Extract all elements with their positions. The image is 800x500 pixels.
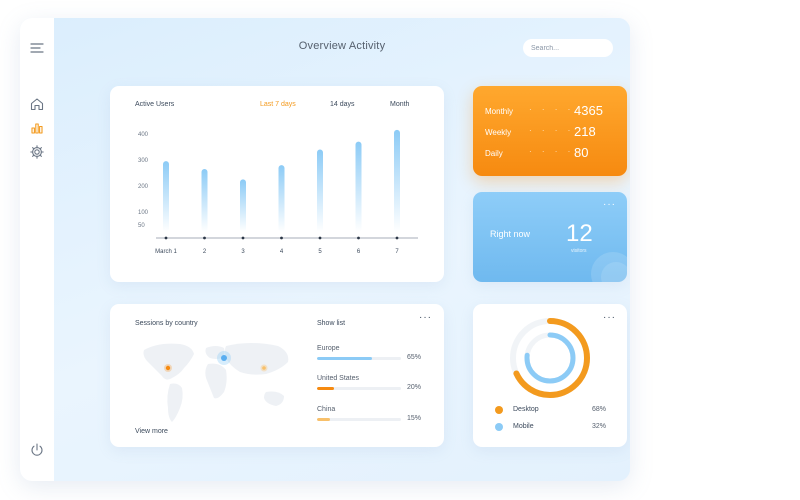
y-tick-label: 50 bbox=[138, 223, 145, 229]
page-title: Overview Activity bbox=[298, 40, 386, 52]
country-row-china: China 15% bbox=[317, 406, 423, 430]
stat-value: 218 bbox=[574, 124, 596, 139]
mobile-arc bbox=[524, 332, 576, 384]
chart-title: Active Users bbox=[135, 101, 175, 108]
more-options-button[interactable]: ··· bbox=[419, 312, 432, 323]
stat-row-monthly: Monthly · · · · 4365 bbox=[485, 102, 615, 122]
y-tick-label: 400 bbox=[138, 132, 149, 138]
bar bbox=[201, 168, 208, 232]
devices-donut-chart bbox=[510, 318, 590, 398]
visitor-count: 12 bbox=[566, 220, 593, 247]
right-now-card: ··· Right now 12 visitors bbox=[473, 192, 627, 282]
stat-label: Monthly bbox=[485, 107, 514, 116]
decorative-circle bbox=[591, 252, 627, 282]
progress-track bbox=[317, 357, 401, 360]
power-icon[interactable] bbox=[29, 442, 45, 458]
legend-percent: 68% bbox=[592, 406, 607, 413]
active-users-card: Active Users Last 7 days 14 days Month 5… bbox=[110, 86, 444, 282]
right-now-label: Right now bbox=[490, 229, 531, 239]
active-users-chart: 50 100 200 300 400 March 1 2 3 4 5 6 7 bbox=[138, 129, 418, 255]
x-tick-label: 7 bbox=[395, 249, 399, 255]
bar bbox=[317, 149, 323, 232]
main-content: Overview Activity Active Users Last 7 da… bbox=[54, 18, 630, 481]
bar bbox=[394, 129, 400, 232]
axis-point bbox=[164, 236, 168, 240]
stat-label: Weekly bbox=[485, 128, 512, 137]
x-tick-label: 2 bbox=[203, 249, 207, 255]
progress-fill bbox=[317, 418, 330, 421]
stat-value: 4365 bbox=[574, 103, 603, 118]
legend-desktop: Desktop 68% bbox=[495, 405, 607, 417]
y-tick-label: 200 bbox=[138, 184, 149, 190]
legend-dot bbox=[495, 423, 503, 431]
bar bbox=[163, 161, 169, 232]
x-tick-label: 5 bbox=[318, 249, 322, 255]
axis-point bbox=[203, 236, 206, 240]
gear-icon[interactable] bbox=[29, 144, 45, 160]
stat-dots: · · · · bbox=[529, 126, 575, 135]
desktop-arc bbox=[510, 318, 590, 398]
legend-dot bbox=[495, 406, 503, 414]
x-tick-label: 4 bbox=[280, 249, 284, 255]
axis-point bbox=[280, 236, 283, 240]
y-tick-label: 100 bbox=[138, 210, 149, 216]
progress-fill bbox=[317, 387, 334, 390]
tab-last-7-days[interactable]: Last 7 days bbox=[260, 101, 296, 108]
country-name: United States bbox=[317, 375, 360, 382]
stat-row-daily: Daily · · · · 80 bbox=[485, 144, 615, 164]
stats-card: Monthly · · · · 4365 Weekly · · · · 218 … bbox=[473, 86, 627, 176]
progress-track bbox=[317, 387, 401, 390]
country-row-united-states: United States 20% bbox=[317, 375, 423, 399]
country-percent: 65% bbox=[407, 354, 422, 361]
show-list-link[interactable]: Show list bbox=[317, 320, 346, 327]
legend-mobile: Mobile 32% bbox=[495, 422, 607, 434]
sessions-title: Sessions by country bbox=[135, 320, 198, 327]
axis-point bbox=[395, 236, 399, 240]
country-row-europe: Europe 65% bbox=[317, 345, 423, 369]
stat-value: 80 bbox=[574, 145, 589, 160]
country-percent: 20% bbox=[407, 384, 422, 391]
bar bbox=[355, 141, 362, 232]
more-options-button[interactable]: ··· bbox=[603, 312, 616, 323]
axis-point bbox=[357, 236, 360, 240]
tab-month[interactable]: Month bbox=[390, 101, 410, 108]
search-input[interactable] bbox=[523, 39, 613, 57]
menu-icon[interactable] bbox=[29, 40, 45, 56]
bar bbox=[240, 179, 246, 232]
more-options-button[interactable]: ··· bbox=[603, 199, 616, 210]
bar bbox=[278, 165, 285, 232]
axis-point bbox=[241, 236, 245, 240]
view-more-link[interactable]: View more bbox=[135, 428, 168, 435]
y-tick-label: 300 bbox=[138, 158, 149, 164]
stat-label: Daily bbox=[485, 149, 503, 158]
country-percent: 15% bbox=[407, 415, 422, 422]
country-name: Europe bbox=[317, 345, 340, 352]
x-tick-label: 3 bbox=[241, 249, 245, 255]
app-window: Overview Activity Active Users Last 7 da… bbox=[20, 18, 630, 481]
stat-dots: · · · · bbox=[529, 147, 575, 156]
home-icon[interactable] bbox=[29, 96, 45, 112]
sessions-card: Sessions by country Show list ··· bbox=[110, 304, 444, 447]
bar-chart-icon[interactable] bbox=[29, 120, 45, 136]
country-name: China bbox=[317, 406, 336, 413]
stat-dots: · · · · bbox=[529, 105, 575, 114]
x-tick-label: March 1 bbox=[155, 249, 177, 255]
legend-label: Mobile bbox=[513, 423, 534, 430]
progress-fill bbox=[317, 357, 372, 360]
stat-row-weekly: Weekly · · · · 218 bbox=[485, 123, 615, 143]
decorative-circle bbox=[601, 262, 627, 282]
sidebar bbox=[20, 18, 54, 481]
tab-14-days[interactable]: 14 days bbox=[330, 101, 355, 108]
axis-point bbox=[318, 236, 322, 240]
visitors-label: visitors bbox=[571, 248, 587, 254]
world-map bbox=[143, 343, 289, 422]
legend-label: Desktop bbox=[513, 406, 539, 413]
legend-percent: 32% bbox=[592, 423, 607, 430]
x-tick-label: 6 bbox=[357, 249, 361, 255]
progress-track bbox=[317, 418, 401, 421]
devices-card: ··· Desktop 68% Mobile 32% bbox=[473, 304, 627, 447]
